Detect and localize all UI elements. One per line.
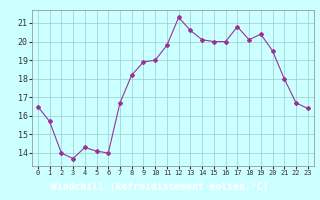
Text: Windchill (Refroidissement éolien,°C): Windchill (Refroidissement éolien,°C): [51, 182, 269, 192]
